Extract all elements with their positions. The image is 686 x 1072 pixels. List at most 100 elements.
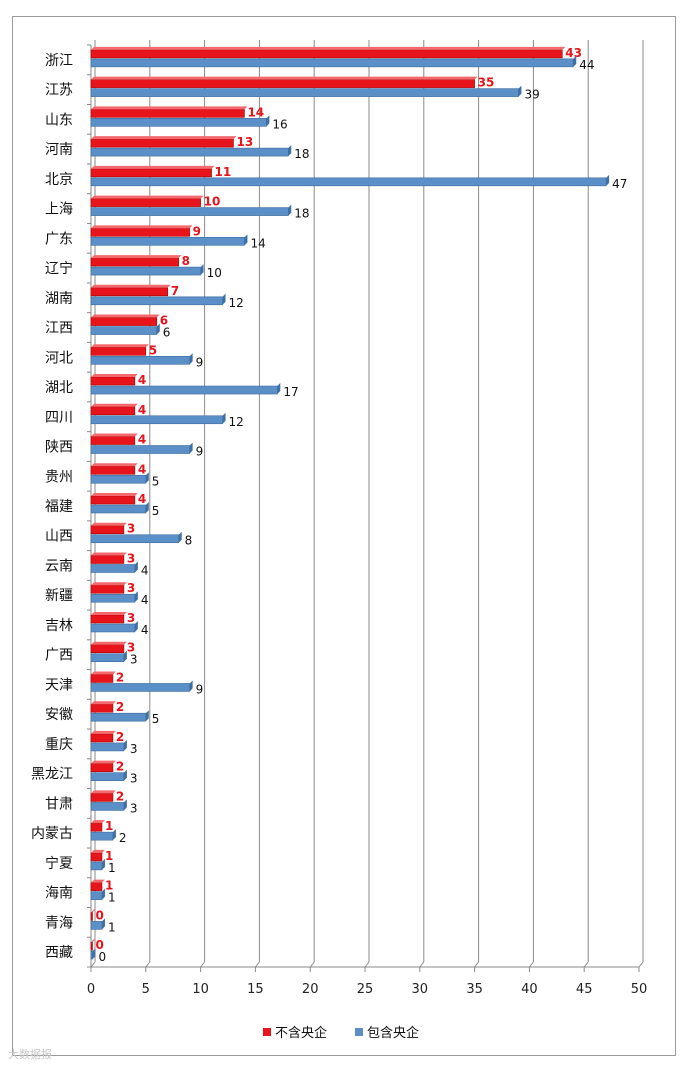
bar-excl-central-top — [91, 849, 105, 853]
category-label: 重庆 — [45, 737, 73, 753]
bar-incl-central-side — [145, 502, 149, 513]
category-label: 贵州 — [45, 469, 73, 485]
bar-incl-central-side — [222, 293, 226, 305]
bar-incl-central — [90, 831, 114, 841]
data-label-incl-central: 10 — [207, 266, 222, 280]
data-label-excl-central: 4 — [138, 492, 146, 506]
data-label-incl-central: 16 — [272, 117, 287, 131]
data-label-excl-central: 6 — [160, 314, 168, 328]
bar-excl-central — [90, 257, 179, 267]
bar-excl-central — [90, 138, 234, 148]
bar-incl-central-side — [123, 799, 127, 811]
category-label: 山西 — [45, 529, 73, 545]
bar-excl-central-top — [91, 76, 478, 80]
bar-incl-central-side — [145, 472, 149, 484]
data-label-incl-central: 9 — [196, 682, 204, 696]
category-label: 西藏 — [45, 945, 73, 961]
category-label: 宁夏 — [45, 855, 73, 872]
data-label-excl-central: 4 — [138, 373, 146, 387]
bar-incl-central — [90, 772, 125, 781]
data-label-excl-central: 13 — [236, 135, 253, 149]
data-label-excl-central: 5 — [149, 343, 157, 357]
legend-swatch-incl-central — [355, 1028, 363, 1036]
bar-excl-central — [90, 317, 158, 326]
category-label: 福建 — [45, 499, 73, 515]
bar-incl-central — [90, 118, 267, 127]
x-tick-label: 30 — [412, 982, 429, 997]
bar-incl-central-side — [222, 412, 226, 424]
bar-incl-central — [90, 355, 190, 365]
data-label-excl-central: 2 — [116, 789, 124, 803]
gridline-floor — [255, 961, 260, 968]
data-label-excl-central: 2 — [116, 730, 124, 744]
bar-excl-central — [90, 793, 114, 802]
data-label-incl-central: 5 — [152, 474, 160, 488]
bar-excl-central-top — [91, 552, 127, 556]
data-label-excl-central: 10 — [204, 195, 221, 209]
bar-excl-central — [90, 79, 475, 88]
bar-excl-central-top — [91, 909, 96, 913]
x-tick-label: 40 — [521, 982, 538, 997]
bar-incl-central-side — [101, 888, 105, 900]
data-label-incl-central: 3 — [130, 742, 138, 756]
bar-incl-central-side — [288, 204, 292, 216]
bar-excl-central — [90, 941, 93, 951]
bar-excl-central-top — [91, 701, 116, 705]
bar-incl-central-side — [101, 858, 105, 870]
bar-incl-central-side — [156, 323, 160, 335]
bar-excl-central — [90, 198, 201, 207]
data-label-excl-central: 1 — [105, 849, 113, 863]
data-label-incl-central: 9 — [196, 445, 204, 459]
bar-incl-central — [90, 326, 158, 335]
bar-incl-central — [90, 58, 574, 68]
category-label: 广东 — [45, 231, 73, 247]
bar-excl-central-top — [91, 641, 127, 645]
data-label-excl-central: 2 — [116, 670, 124, 684]
data-label-incl-central: 3 — [130, 653, 138, 667]
x-tick-label: 50 — [631, 982, 648, 997]
data-label-excl-central: 9 — [193, 224, 201, 238]
bar-excl-central — [90, 703, 114, 713]
bar-incl-central-side — [101, 918, 105, 930]
bar-incl-central-side — [123, 769, 127, 781]
bar-excl-central — [90, 49, 563, 59]
data-label-excl-central: 7 — [171, 284, 179, 298]
bar-excl-central-top — [91, 730, 116, 734]
bar-excl-central-top — [91, 284, 171, 288]
data-label-incl-central: 39 — [524, 88, 539, 102]
bar-excl-central — [90, 228, 190, 237]
bar-incl-central-side — [606, 174, 610, 186]
bar-incl-central-side — [244, 234, 248, 246]
category-label: 甘肃 — [45, 796, 73, 812]
bar-excl-central — [90, 555, 125, 564]
bar-excl-central — [90, 346, 147, 356]
data-label-incl-central: 12 — [229, 415, 244, 429]
bar-incl-central-side — [134, 561, 138, 573]
category-label: 山东 — [45, 112, 73, 128]
gridline-floor — [200, 961, 205, 968]
data-label-excl-central: 8 — [182, 254, 190, 268]
x-tick-label: 35 — [466, 982, 483, 997]
data-label-incl-central: 5 — [152, 712, 160, 726]
x-tick-label: 45 — [576, 982, 593, 997]
bar-incl-central — [90, 861, 103, 871]
bar-incl-central-side — [277, 383, 281, 395]
gridline-floor — [529, 961, 534, 968]
bar-excl-central-top — [91, 195, 204, 199]
bar-incl-central — [90, 593, 136, 603]
bar-incl-central-side — [189, 353, 193, 365]
data-label-excl-central: 3 — [127, 522, 135, 536]
bar-excl-central — [90, 822, 103, 832]
data-label-excl-central: 4 — [138, 462, 146, 476]
bar-excl-central-top — [91, 374, 138, 378]
x-tick-label: 20 — [302, 982, 319, 997]
bar-incl-central-side — [200, 264, 204, 276]
bar-incl-central-side — [189, 442, 193, 454]
category-label: 辽宁 — [45, 260, 73, 277]
bar-incl-central — [90, 653, 125, 663]
bar-incl-central — [90, 415, 223, 425]
bar-incl-central — [90, 474, 147, 484]
bar-excl-central-top — [91, 463, 138, 467]
bar-excl-central — [90, 495, 136, 505]
bar-excl-central — [90, 109, 245, 118]
